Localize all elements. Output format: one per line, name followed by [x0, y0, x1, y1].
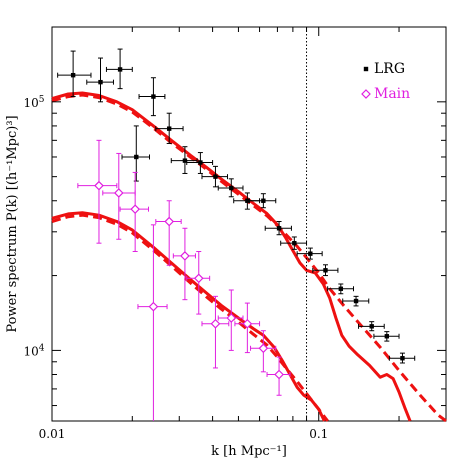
lrg-data-point: [308, 251, 313, 256]
lrg-data-point: [151, 94, 156, 99]
y-tick-label: 104: [23, 343, 44, 358]
lrg-data-point: [400, 356, 405, 361]
lrg-data-point: [245, 198, 250, 203]
main-data-point: [226, 313, 237, 323]
main-data-point: [94, 180, 104, 191]
main-data-point: [130, 204, 141, 215]
lrg-data-point: [323, 268, 328, 273]
model-curves: [51, 91, 447, 423]
lrg-data-point: [117, 67, 123, 72]
main-data-point: [242, 318, 253, 329]
model-curve-1: [51, 91, 412, 422]
legend: LRG Main: [361, 61, 410, 102]
y-tick-label: 105: [23, 95, 44, 110]
lrg-data-point: [261, 198, 266, 203]
main-data-point: [193, 273, 204, 284]
lrg-data-point: [369, 324, 374, 329]
lrg-data-point: [70, 72, 76, 78]
axes: 0.01 0.1 104 105: [23, 26, 446, 441]
main-data-point: [210, 318, 221, 329]
lrg-data-point: [353, 298, 359, 304]
x-tick-label: 0.1: [309, 427, 328, 441]
main-data-point: [274, 369, 284, 380]
lrg-data-point: [384, 334, 390, 339]
x-tick-label: 0.01: [39, 427, 66, 441]
main-data-point: [180, 251, 190, 261]
model-curve-3: [51, 211, 326, 422]
main-data-point: [258, 343, 269, 354]
lrg-data-point: [182, 158, 188, 163]
legend-label-main: Main: [374, 86, 410, 102]
main-data-point: [113, 188, 124, 198]
lrg-data-point: [198, 160, 203, 165]
lrg-data-point: [292, 240, 297, 246]
main-data-point: [148, 301, 159, 312]
model-curve-2: [51, 93, 447, 423]
legend-label-lrg: LRG: [374, 61, 405, 77]
lrg-data-point: [276, 226, 282, 231]
y-axis-label: Power spectrum P(k) [(h⁻¹Mpc)³]: [5, 115, 20, 332]
lrg-data-point: [98, 79, 103, 85]
main-data-point: [164, 216, 175, 227]
legend-marker-main: [361, 89, 371, 99]
lrg-data-point: [229, 185, 234, 191]
legend-marker-lrg: [363, 66, 369, 72]
lrg-data-point: [166, 126, 172, 131]
plot-frame: [51, 26, 447, 422]
lrg-data-point: [213, 174, 218, 179]
lrg-data-point: [134, 154, 139, 160]
lrg-data-point: [338, 286, 344, 291]
model-curve-4: [51, 213, 329, 422]
x-axis-label: k [h Mpc⁻¹]: [211, 444, 287, 459]
data-points: [70, 67, 405, 380]
error-bars: [57, 48, 416, 421]
